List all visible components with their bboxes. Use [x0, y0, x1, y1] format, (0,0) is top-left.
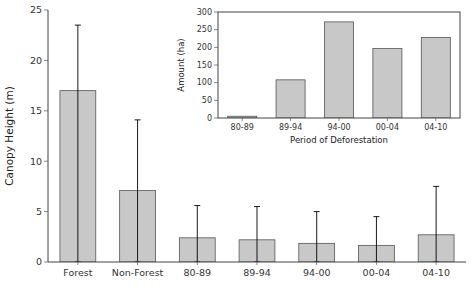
y-tick-label: 5: [36, 206, 42, 217]
x-tick-label: Non-Forest: [112, 267, 164, 278]
y-tick-label: 20: [30, 55, 42, 66]
x-tick-label: 89-94: [279, 123, 302, 132]
y-tick-label: 15: [30, 105, 42, 116]
y-tick: [44, 10, 48, 11]
error-bar: [194, 206, 200, 262]
x-axis-label: Period of Deforestation: [290, 135, 388, 145]
y-tick: [44, 262, 48, 263]
bar: [421, 37, 450, 118]
y-tick-label: 0: [207, 114, 212, 123]
y-tick-label: 200: [197, 43, 212, 52]
plot-background: [218, 12, 460, 118]
x-tick-label: 80-89: [231, 123, 254, 132]
bar: [373, 48, 402, 118]
error-bar: [254, 207, 260, 262]
x-tick-label: 04-10: [422, 267, 450, 278]
marks: [228, 22, 451, 118]
y-tick: [214, 47, 218, 48]
y-tick: [214, 65, 218, 66]
error-bar: [314, 212, 320, 262]
error-bar: [373, 217, 379, 262]
x-axis-line: [48, 262, 466, 263]
x-tick-label: 94-00: [303, 267, 331, 278]
y-tick-label: 10: [30, 156, 42, 167]
x-tick-label: 00-04: [363, 267, 391, 278]
x-tick-label: 04-10: [424, 123, 447, 132]
y-tick-label: 0: [36, 256, 42, 267]
y-tick: [214, 118, 218, 119]
y-tick: [214, 82, 218, 83]
inset-chart: 0 50 100 150 200 250 300 80-89 89-94 94-00 00-04 04…: [176, 8, 460, 145]
x-tick-label: Forest: [63, 267, 92, 278]
error-bar: [433, 186, 439, 262]
y-tick-label: 50: [202, 96, 212, 105]
y-axis-line: [48, 10, 49, 262]
y-tick: [44, 211, 48, 212]
y-tick: [214, 12, 218, 13]
main-chart: 0 5 10 15 20 25 Forest Non-Forest 80-89 89-94 94-0…: [3, 4, 466, 277]
y-tick-label: 300: [197, 8, 212, 17]
chart-svg: 0 5 10 15 20 25 Forest Non-Forest 80-89 89-94 94-0…: [0, 0, 474, 293]
x-tick-label: 80-89: [183, 267, 211, 278]
error-bar: [135, 120, 141, 262]
y-tick-label: 25: [30, 4, 42, 15]
error-bar: [75, 25, 81, 262]
x-tick-label: 94-00: [327, 123, 350, 132]
chart-container: 0 5 10 15 20 25 Forest Non-Forest 80-89 89-94 94-0…: [0, 0, 474, 293]
bar: [324, 22, 353, 118]
y-tick-label: 250: [197, 25, 212, 34]
y-tick-label: 150: [197, 61, 212, 70]
y-tick: [214, 29, 218, 30]
y-tick: [44, 161, 48, 162]
y-tick: [44, 110, 48, 111]
y-tick-label: 100: [197, 78, 212, 87]
bar: [276, 80, 305, 118]
x-tick-label: 89-94: [243, 267, 271, 278]
y-axis-label: Canopy Height (m): [3, 86, 15, 186]
x-tick-label: 00-04: [376, 123, 399, 132]
y-axis-label: Amount (ha): [176, 38, 186, 91]
y-tick: [44, 60, 48, 61]
y-tick: [214, 100, 218, 101]
plot-frame: [218, 12, 460, 118]
